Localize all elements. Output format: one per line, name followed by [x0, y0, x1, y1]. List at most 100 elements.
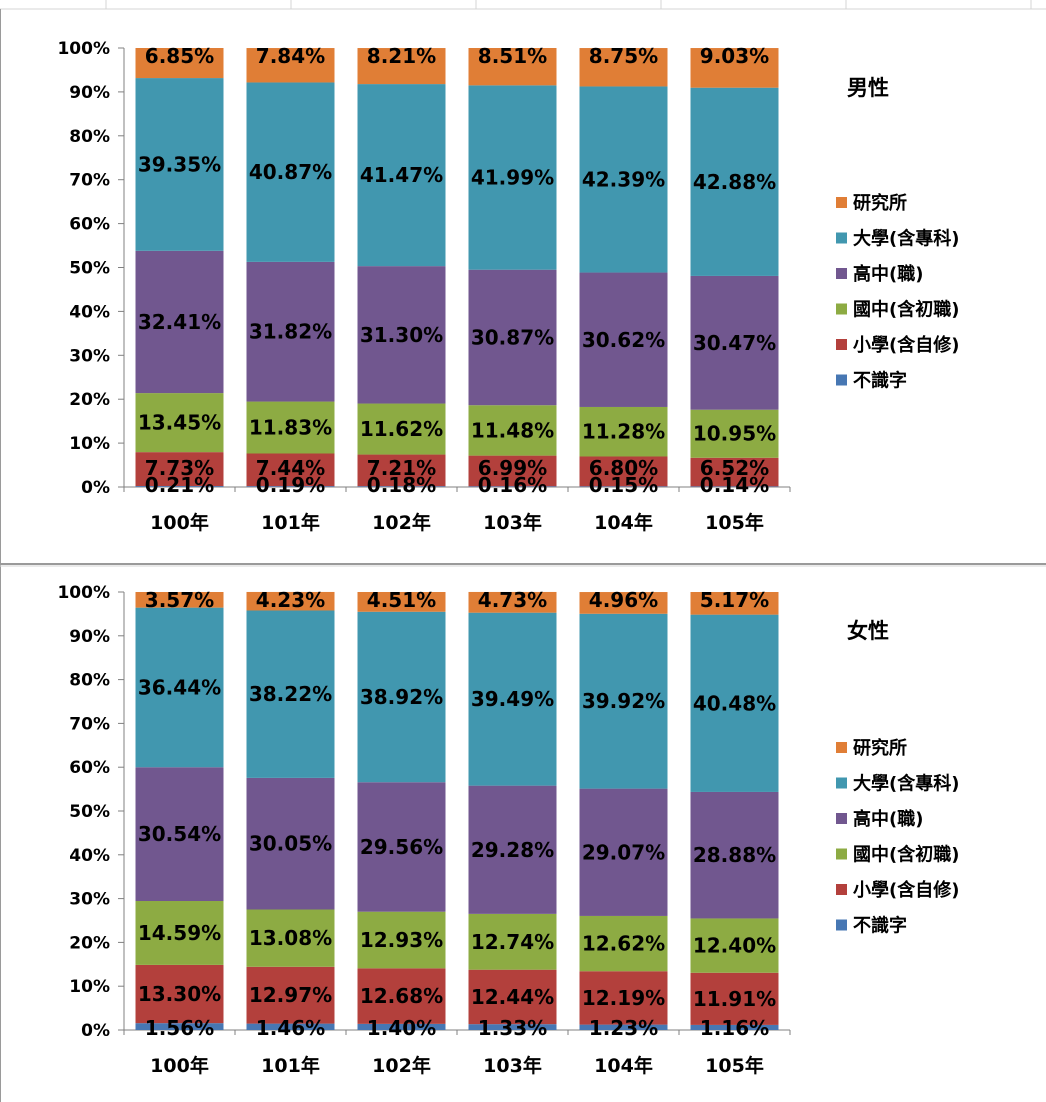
data-label: 30.05% — [249, 832, 332, 856]
bar-segment — [135, 452, 224, 487]
y-tick-label: 100% — [57, 583, 110, 603]
bar-segment — [690, 918, 779, 973]
data-label: 6.99% — [478, 456, 547, 480]
bar-segment — [357, 486, 446, 487]
bar-segment — [690, 409, 779, 458]
data-label: 41.99% — [471, 166, 554, 190]
data-label: 40.87% — [249, 160, 332, 184]
bar-segment — [135, 48, 224, 79]
data-label: 11.91% — [693, 987, 776, 1011]
data-label: 12.93% — [360, 928, 443, 952]
legend-label: 大學(含專科) — [853, 773, 959, 795]
legend-swatch — [836, 777, 847, 789]
bar-segment — [357, 48, 446, 85]
data-label: 0.19% — [256, 473, 325, 497]
male-chart: 0%10%20%30%40%50%60%70%80%90%100%0.21%7.… — [57, 39, 959, 534]
x-category-label: 103年 — [483, 1054, 542, 1077]
data-label: 11.48% — [471, 418, 554, 442]
bar-segment — [246, 966, 335, 1024]
legend-label: 小學(含自修) — [853, 334, 959, 356]
bar-segment — [690, 486, 779, 487]
data-label: 39.49% — [471, 687, 554, 711]
legend-swatch — [836, 919, 847, 931]
bar-segment — [579, 971, 668, 1025]
chart-title: 女性 — [847, 619, 889, 643]
data-label: 8.51% — [478, 44, 547, 68]
data-label: 12.44% — [471, 985, 554, 1009]
x-category-label: 101年 — [261, 1054, 320, 1077]
female-chart: 0% 10% 20% 30% 40% 50% 60% 70% 80% 90% 100% 1.56% 13… — [57, 583, 959, 1077]
legend-label: 研究所 — [853, 737, 907, 759]
data-label: 1.23% — [589, 1016, 658, 1040]
legend-swatch — [836, 232, 847, 244]
data-label: 10.95% — [693, 422, 776, 446]
bar-segment — [690, 275, 779, 410]
y-tick-label: 20% — [69, 933, 110, 953]
y-tick-label: 40% — [69, 846, 110, 866]
bar-segment — [690, 1024, 779, 1030]
data-label: 7.84% — [256, 44, 325, 68]
data-label: 13.08% — [249, 926, 332, 950]
data-label: 0.15% — [589, 473, 658, 497]
data-label: 1.56% — [145, 1016, 214, 1040]
bar-segment — [468, 785, 557, 914]
y-tick-label: 60% — [69, 758, 110, 778]
bar-segment — [468, 1024, 557, 1030]
bar-segment — [579, 486, 668, 487]
data-label: 1.46% — [256, 1016, 325, 1040]
x-category-label: 105年 — [705, 511, 764, 534]
data-label: 11.28% — [582, 420, 665, 444]
y-tick-label: 50% — [69, 802, 110, 822]
bar-segment — [690, 592, 779, 615]
data-label: 32.41% — [138, 310, 221, 334]
bar-segment — [579, 592, 668, 614]
y-tick-label: 80% — [69, 127, 110, 147]
data-label: 12.62% — [582, 932, 665, 956]
bar-segment — [246, 261, 335, 402]
data-label: 30.54% — [138, 822, 221, 846]
bar-segment — [135, 592, 224, 608]
bar-segment — [357, 611, 446, 783]
x-category-label: 103年 — [483, 511, 542, 534]
data-label: 29.07% — [582, 840, 665, 864]
data-label: 5.17% — [700, 588, 769, 612]
bar-segment — [579, 406, 668, 457]
legend-swatch — [836, 197, 847, 208]
bar-segment — [690, 48, 779, 88]
bar-segment — [246, 401, 335, 454]
y-tick-label: 20% — [69, 390, 110, 410]
bar-segment — [135, 250, 224, 394]
data-label: 7.73% — [145, 456, 214, 480]
data-label: 0.21% — [145, 473, 214, 497]
bar-segment — [468, 269, 557, 406]
data-label: 4.23% — [256, 588, 325, 612]
legend-label: 國中(含初職) — [853, 299, 959, 321]
y-tick-label: 30% — [69, 890, 110, 910]
data-label: 11.62% — [360, 417, 443, 441]
data-label: 1.16% — [700, 1016, 769, 1040]
data-label: 8.21% — [367, 44, 436, 68]
bar-segment — [357, 782, 446, 912]
bar-segment — [135, 607, 224, 768]
data-label: 12.68% — [360, 984, 443, 1008]
bar-segment — [579, 915, 668, 972]
legend-label: 小學(含自修) — [853, 879, 959, 901]
y-tick-label: 40% — [69, 302, 110, 322]
x-category-label: 100年 — [150, 1054, 209, 1077]
data-label: 42.88% — [693, 170, 776, 194]
bar-segment — [135, 964, 224, 1024]
data-label: 0.18% — [367, 473, 436, 497]
x-category-label: 102年 — [372, 511, 431, 534]
bar-segment — [468, 455, 557, 487]
legend-swatch — [836, 813, 847, 824]
data-label: 12.40% — [693, 934, 776, 958]
bar-segment — [690, 614, 779, 792]
bar-segment — [135, 767, 224, 902]
bar-segment — [468, 405, 557, 456]
data-label: 42.39% — [582, 168, 665, 192]
y-tick-label: 70% — [69, 714, 110, 734]
data-label: 30.47% — [693, 331, 776, 355]
bar-segment — [357, 84, 446, 267]
data-label: 29.28% — [471, 838, 554, 862]
